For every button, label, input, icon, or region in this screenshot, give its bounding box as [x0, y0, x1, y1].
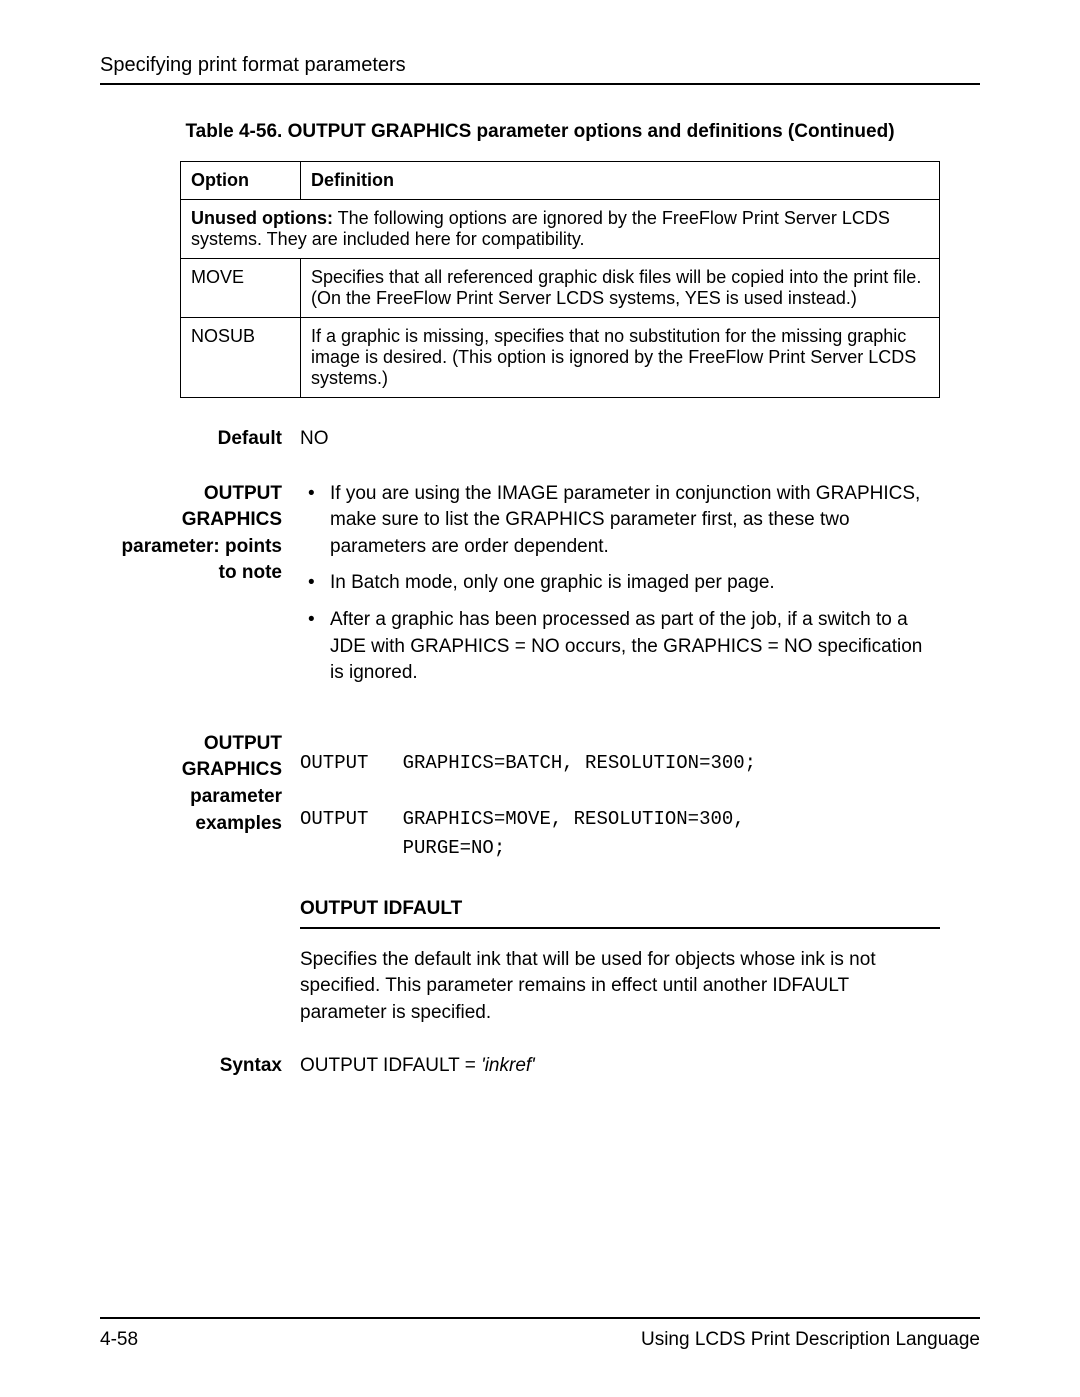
default-label: Default — [100, 426, 300, 453]
example-code-2: OUTPUT GRAPHICS=MOVE, RESOLUTION=300, PU… — [300, 805, 940, 862]
def-move: Specifies that all referenced graphic di… — [301, 259, 940, 318]
list-item: In Batch mode, only one graphic is image… — [300, 570, 940, 597]
syntax-label: Syntax — [100, 1053, 300, 1080]
default-section: Default NO — [100, 426, 980, 453]
opt-nosub: NOSUB — [181, 318, 301, 398]
table-row: MOVE Specifies that all referenced graph… — [181, 259, 940, 318]
col-definition: Definition — [301, 162, 940, 200]
points-section: OUTPUT GRAPHICS parameter: points to not… — [100, 481, 980, 697]
page-header: Specifying print format parameters — [100, 54, 980, 85]
syntax-inkref: 'inkref' — [481, 1055, 535, 1076]
opt-move: MOVE — [181, 259, 301, 318]
footer-title: Using LCDS Print Description Language — [641, 1329, 980, 1351]
example-code-1: OUTPUT GRAPHICS=BATCH, RESOLUTION=300; — [300, 749, 940, 778]
col-option: Option — [181, 162, 301, 200]
examples-section: OUTPUT GRAPHICS parameter examples OUTPU… — [100, 731, 980, 863]
unused-options-row: Unused options: The following options ar… — [181, 200, 940, 259]
page-footer: 4-58 Using LCDS Print Description Langua… — [100, 1317, 980, 1351]
idfault-section: OUTPUT IDFAULT Specifies the default ink… — [100, 896, 980, 1026]
table-caption: Table 4-56. OUTPUT GRAPHICS parameter op… — [100, 121, 980, 143]
idfault-desc: Specifies the default ink that will be u… — [300, 947, 940, 1027]
page-number: 4-58 — [100, 1329, 138, 1351]
examples-label: OUTPUT GRAPHICS parameter examples — [100, 731, 300, 863]
list-item: If you are using the IMAGE parameter in … — [300, 481, 940, 561]
options-table: Option Definition Unused options: The fo… — [180, 161, 940, 398]
points-label: OUTPUT GRAPHICS parameter: points to not… — [100, 481, 300, 697]
idfault-heading: OUTPUT IDFAULT — [300, 896, 940, 929]
list-item: After a graphic has been processed as pa… — [300, 607, 940, 687]
syntax-prefix: OUTPUT IDFAULT = — [300, 1055, 481, 1076]
points-list: If you are using the IMAGE parameter in … — [300, 481, 940, 687]
def-nosub: If a graphic is missing, specifies that … — [301, 318, 940, 398]
syntax-section: Syntax OUTPUT IDFAULT = 'inkref' — [100, 1053, 980, 1080]
default-value: NO — [300, 426, 980, 453]
table-row: NOSUB If a graphic is missing, specifies… — [181, 318, 940, 398]
unused-label: Unused options: — [191, 208, 333, 228]
table-header-row: Option Definition — [181, 162, 940, 200]
